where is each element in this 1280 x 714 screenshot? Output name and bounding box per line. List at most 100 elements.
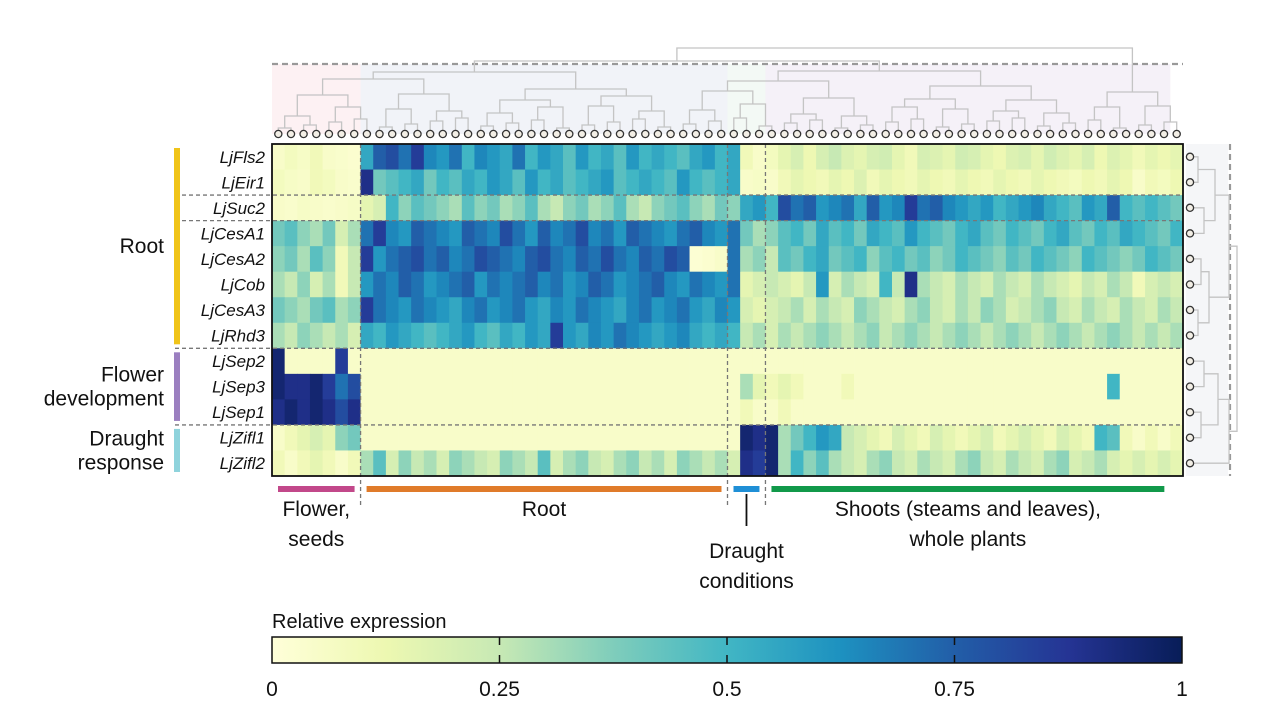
heatmap-cell <box>322 322 336 349</box>
heatmap-cell <box>942 424 956 451</box>
heatmap-cell <box>1170 144 1184 170</box>
heatmap-cell <box>1081 424 1095 451</box>
heatmap-cell <box>828 424 842 451</box>
heatmap-cell <box>563 246 577 273</box>
heatmap-cell <box>499 297 513 324</box>
heatmap-cell <box>563 169 577 196</box>
heatmap-cell <box>752 373 766 400</box>
heatmap-cell <box>929 144 943 170</box>
heatmap-cell <box>980 424 994 451</box>
heatmap-cell <box>854 220 868 247</box>
condition-group-bar <box>278 486 355 492</box>
heatmap-cell <box>664 424 678 451</box>
heatmap-cell <box>284 195 298 222</box>
dendrogram-leaf <box>678 129 688 139</box>
heatmap-cell <box>373 450 387 477</box>
heatmap-cell <box>512 450 526 477</box>
heatmap-cell <box>537 195 551 222</box>
heatmap-cell <box>1069 169 1083 196</box>
dendrogram-leaf <box>843 129 852 139</box>
heatmap-cell <box>740 424 754 451</box>
heatmap-cell <box>1119 144 1133 170</box>
heatmap-cell <box>816 348 830 375</box>
heatmap-cell <box>474 322 488 349</box>
heatmap-cell <box>752 322 766 349</box>
heatmap-cell <box>1031 450 1045 477</box>
heatmap-cell <box>1107 144 1121 170</box>
heatmap-cell <box>309 297 324 324</box>
heatmap-cell <box>1081 297 1095 324</box>
heatmap-cell <box>942 322 956 349</box>
heatmap-cell <box>423 169 437 196</box>
heatmap-cell <box>360 195 374 222</box>
heatmap-cell <box>854 322 868 349</box>
heatmap-cell <box>993 246 1007 273</box>
heatmap-cell <box>563 399 577 426</box>
heatmap-cell <box>335 348 349 375</box>
heatmap-cell <box>512 399 526 426</box>
heatmap-cell <box>1043 220 1057 247</box>
heatmap-cell <box>689 348 703 375</box>
heatmap-cell <box>550 399 564 426</box>
heatmap-cell <box>993 399 1007 426</box>
heatmap-cell <box>1018 399 1032 426</box>
heatmap-cell <box>676 195 690 222</box>
heatmap-cell <box>297 195 311 222</box>
dendrogram-leaf <box>349 129 359 139</box>
heatmap-cell <box>841 424 855 451</box>
dendrogram-leaf <box>856 129 865 139</box>
heatmap-cell <box>512 373 526 400</box>
dendrogram-leaf <box>438 129 448 139</box>
heatmap-cell <box>790 246 804 273</box>
heatmap-cell <box>1043 297 1057 324</box>
heatmap-cell <box>702 271 716 298</box>
heatmap-cell <box>309 169 324 196</box>
heatmap-cell <box>487 373 501 400</box>
heatmap-cell <box>676 424 690 451</box>
heatmap-cell <box>449 348 463 375</box>
heatmap-cell <box>664 271 678 298</box>
heatmap-cell <box>525 169 539 196</box>
heatmap-cell <box>613 271 627 298</box>
heatmap-cell <box>398 195 412 222</box>
heatmap-cell <box>1157 246 1171 273</box>
heatmap-cell <box>740 271 754 298</box>
heatmap-cell <box>651 424 665 451</box>
heatmap-cell <box>360 348 374 375</box>
heatmap-cell <box>664 246 678 273</box>
heatmap-cell <box>1170 246 1184 273</box>
heatmap-cell <box>1132 424 1146 451</box>
heatmap-cell <box>714 348 728 375</box>
heatmap-cell <box>335 271 349 298</box>
heatmap-cell <box>955 271 969 298</box>
heatmap-cell <box>1132 195 1146 222</box>
heatmap-cell <box>803 271 817 298</box>
heatmap-cell <box>891 399 906 426</box>
heatmap-cell <box>714 424 728 451</box>
heatmap-cell <box>828 348 842 375</box>
dendrogram-leaf <box>780 129 789 139</box>
heatmap-cell <box>1069 220 1083 247</box>
heatmap-cell <box>752 297 766 324</box>
heatmap-cell <box>575 424 589 451</box>
heatmap-cell <box>436 348 450 375</box>
heatmap-cell <box>385 169 399 196</box>
heatmap-cell <box>765 322 779 349</box>
dendrogram-leaf <box>1058 129 1068 139</box>
heatmap-cell <box>309 195 324 222</box>
heatmap-cell <box>841 297 855 324</box>
heatmap-cell <box>714 246 728 273</box>
heatmap-cell <box>790 450 804 477</box>
heatmap-cell <box>474 271 488 298</box>
heatmap-cell <box>664 373 678 400</box>
heatmap-cell <box>297 144 311 170</box>
heatmap-cell <box>929 271 943 298</box>
heatmap-cell <box>1069 144 1083 170</box>
heatmap-cell <box>1145 220 1159 247</box>
heatmap-cell <box>651 271 665 298</box>
heatmap-cell <box>702 195 716 222</box>
heatmap-cell <box>638 169 652 196</box>
heatmap-cell <box>638 322 652 349</box>
heatmap-cell <box>499 399 513 426</box>
heatmap-cell <box>272 271 286 298</box>
